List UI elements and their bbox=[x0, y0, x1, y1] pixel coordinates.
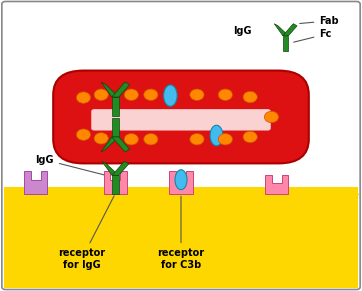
FancyBboxPatch shape bbox=[91, 109, 271, 131]
Polygon shape bbox=[102, 161, 119, 175]
Polygon shape bbox=[24, 171, 47, 194]
Text: receptor
for IgG: receptor for IgG bbox=[58, 196, 114, 270]
Polygon shape bbox=[104, 171, 127, 194]
Text: IgG: IgG bbox=[233, 26, 252, 36]
Circle shape bbox=[243, 131, 257, 143]
Circle shape bbox=[124, 89, 138, 100]
Circle shape bbox=[94, 133, 108, 144]
Circle shape bbox=[218, 89, 232, 100]
Polygon shape bbox=[112, 82, 130, 97]
Ellipse shape bbox=[175, 170, 187, 190]
Circle shape bbox=[243, 91, 257, 103]
Circle shape bbox=[264, 111, 278, 123]
Circle shape bbox=[218, 134, 232, 145]
Text: Fab: Fab bbox=[300, 16, 339, 26]
Circle shape bbox=[190, 134, 204, 145]
Polygon shape bbox=[169, 171, 193, 194]
Ellipse shape bbox=[164, 85, 177, 106]
Text: receptor
for C3b: receptor for C3b bbox=[157, 196, 205, 270]
Polygon shape bbox=[283, 36, 289, 51]
Bar bbox=[4, 187, 358, 288]
Polygon shape bbox=[112, 161, 129, 175]
Circle shape bbox=[144, 89, 158, 100]
Polygon shape bbox=[101, 137, 119, 152]
Circle shape bbox=[144, 134, 158, 145]
Text: C3b: C3b bbox=[226, 136, 270, 150]
Polygon shape bbox=[101, 82, 119, 97]
Polygon shape bbox=[274, 24, 289, 36]
Polygon shape bbox=[283, 24, 297, 36]
Text: Fc: Fc bbox=[294, 29, 332, 42]
Polygon shape bbox=[112, 137, 130, 152]
Ellipse shape bbox=[210, 125, 223, 146]
Polygon shape bbox=[112, 118, 119, 137]
Polygon shape bbox=[112, 97, 119, 116]
Polygon shape bbox=[265, 175, 288, 194]
Polygon shape bbox=[112, 175, 119, 194]
Circle shape bbox=[76, 92, 90, 103]
Circle shape bbox=[94, 89, 108, 100]
FancyBboxPatch shape bbox=[53, 71, 309, 163]
Circle shape bbox=[124, 134, 138, 145]
Text: IgG: IgG bbox=[35, 155, 109, 176]
Circle shape bbox=[190, 89, 204, 100]
Circle shape bbox=[76, 129, 90, 140]
